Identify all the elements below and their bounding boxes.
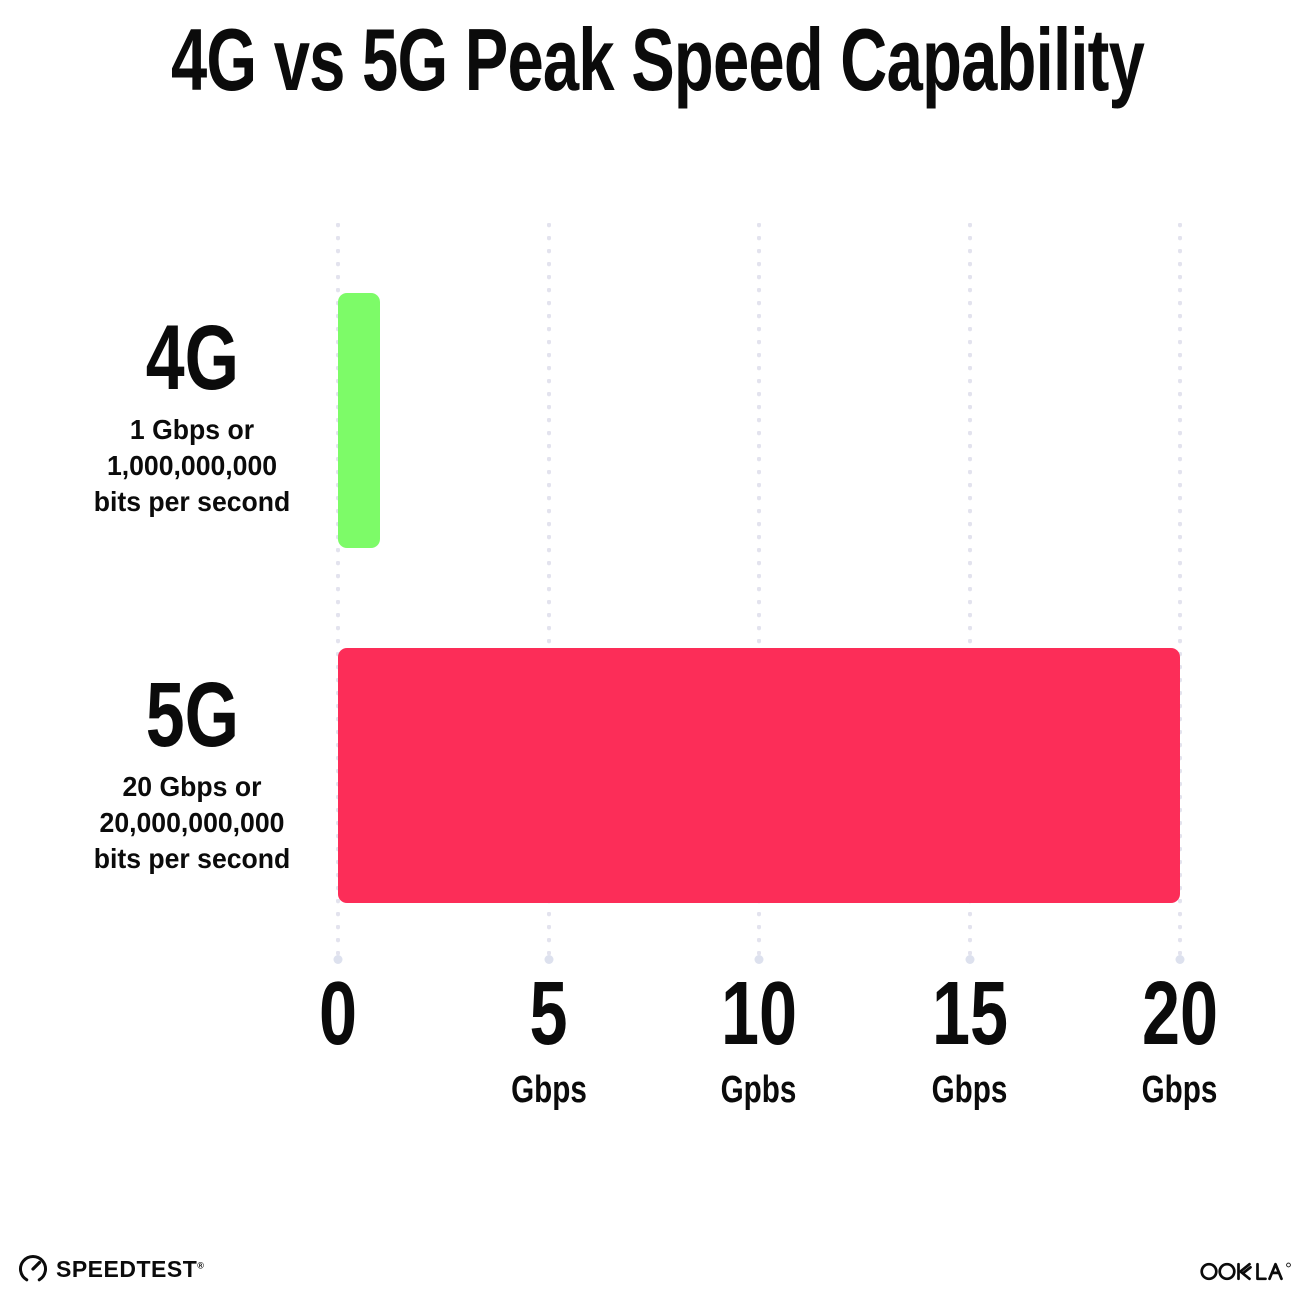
category-label-5g: 5G 20 Gbps or 20,000,000,000 bits per se… [22, 669, 362, 877]
x-tick-unit: Gbps [931, 1069, 1008, 1111]
x-tick-15: 15 Gbps [919, 969, 1019, 1109]
gridline-0 [333, 223, 343, 964]
x-tick-10: 10 Gpbs [709, 969, 809, 1109]
gridline-end-dot [1175, 955, 1185, 964]
gridline-5 [544, 223, 553, 964]
x-tick-0: 0 [313, 969, 363, 1059]
chart-title: 4G vs 5G Peak Speed Capability [0, 16, 1308, 104]
gridline-end-dot [333, 955, 343, 964]
chart-title-text: 4G vs 5G Peak Speed Capability [170, 10, 1145, 109]
gridline-20 [1175, 223, 1185, 964]
x-tick-unit: Gbps [1142, 1069, 1218, 1111]
x-tick-unit: Gpbs [721, 1069, 797, 1111]
bar-4g [338, 293, 381, 548]
ookla-logo [1200, 1260, 1292, 1288]
gridline-10 [754, 223, 764, 964]
category-4g-heading: 4G [145, 307, 239, 409]
category-label-4g: 4G 1 Gbps or 1,000,000,000 bits per seco… [22, 312, 362, 520]
x-tick-unit: Gbps [510, 1069, 587, 1111]
speedtest-gauge-icon [19, 1255, 47, 1282]
x-tick-label: 20 [1141, 964, 1219, 1064]
category-5g-heading: 5G [145, 664, 239, 766]
bar-5g [338, 648, 1180, 903]
x-tick-label: 0 [318, 964, 358, 1064]
gridline-end-dot [544, 955, 553, 964]
speedtest-trademark: ® [197, 1259, 205, 1270]
x-tick-label: 15 [931, 964, 1008, 1064]
speedtest-logo: SPEEDTEST® [18, 1254, 204, 1284]
x-tick-20: 20 Gbps [1130, 969, 1230, 1109]
ookla-wordmark-icon [1200, 1262, 1291, 1281]
gridline-end-dot [754, 955, 764, 964]
x-tick-label: 5 [529, 964, 568, 1064]
gridline-15 [965, 223, 974, 964]
category-4g-sublabel: 1 Gbps or 1,000,000,000 bits per second [93, 414, 291, 517]
gridline-end-dot [965, 955, 974, 964]
x-tick-5: 5 Gbps [500, 969, 597, 1109]
speedtest-wordmark: SPEEDTEST® [56, 1255, 205, 1282]
x-tick-label: 10 [720, 964, 798, 1064]
category-5g-sublabel: 20 Gbps or 20,000,000,000 bits per secon… [93, 771, 291, 874]
